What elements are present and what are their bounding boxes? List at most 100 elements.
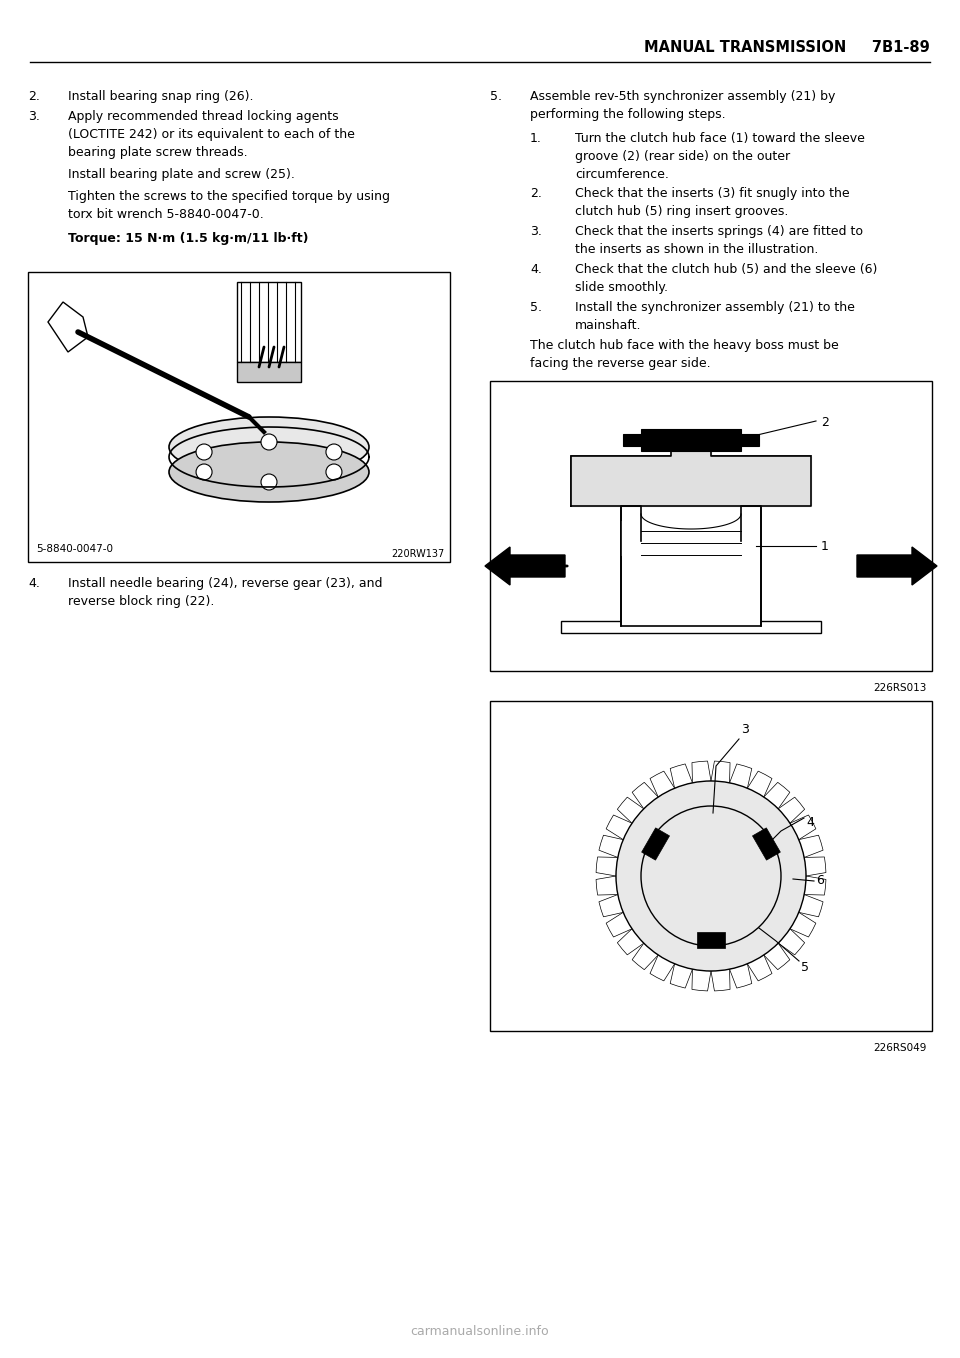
Text: 226RS049: 226RS049 <box>874 1043 927 1052</box>
Bar <box>676 436 706 456</box>
Polygon shape <box>606 913 632 937</box>
Circle shape <box>196 464 212 479</box>
Text: 5.: 5. <box>530 301 542 314</box>
Polygon shape <box>711 760 730 782</box>
Polygon shape <box>804 857 826 876</box>
Bar <box>641 429 741 451</box>
Polygon shape <box>779 929 804 955</box>
Bar <box>621 521 641 555</box>
Polygon shape <box>764 944 790 970</box>
Polygon shape <box>48 301 88 352</box>
Circle shape <box>616 781 806 971</box>
Polygon shape <box>650 771 675 797</box>
Bar <box>561 621 821 633</box>
Text: Install the synchronizer assembly (21) to the
mainshaft.: Install the synchronizer assembly (21) t… <box>575 301 854 331</box>
Text: 1.: 1. <box>530 132 541 145</box>
Polygon shape <box>747 955 772 980</box>
Text: 220RW137: 220RW137 <box>392 549 445 559</box>
Text: Check that the clutch hub (5) and the sleeve (6)
slide smoothly.: Check that the clutch hub (5) and the sl… <box>575 263 877 293</box>
Bar <box>490 382 932 671</box>
Text: Install bearing plate and screw (25).: Install bearing plate and screw (25). <box>68 168 295 181</box>
Polygon shape <box>799 895 823 917</box>
Bar <box>621 507 761 626</box>
Polygon shape <box>692 760 711 782</box>
Text: Install needle bearing (24), reverse gear (23), and
reverse block ring (22).: Install needle bearing (24), reverse gea… <box>68 577 382 608</box>
Polygon shape <box>670 765 692 788</box>
Polygon shape <box>692 970 711 991</box>
Bar <box>571 456 811 507</box>
Text: Check that the inserts springs (4) are fitted to
the inserts as shown in the ill: Check that the inserts springs (4) are f… <box>575 225 863 257</box>
Text: MANUAL TRANSMISSION     7B1-89: MANUAL TRANSMISSION 7B1-89 <box>644 39 930 56</box>
Polygon shape <box>730 765 752 788</box>
Polygon shape <box>596 857 618 876</box>
Text: The clutch hub face with the heavy boss must be
facing the reverse gear side.: The clutch hub face with the heavy boss … <box>530 340 839 369</box>
Text: 226RS013: 226RS013 <box>874 683 927 693</box>
Text: 2.: 2. <box>530 187 541 200</box>
FancyArrow shape <box>857 547 937 585</box>
Ellipse shape <box>169 441 369 502</box>
Text: 5.: 5. <box>490 90 502 103</box>
Circle shape <box>196 444 212 460</box>
Polygon shape <box>632 944 659 970</box>
Bar <box>490 701 932 1031</box>
Text: Apply recommended thread locking agents
(LOCTITE 242) or its equivalent to each : Apply recommended thread locking agents … <box>68 110 355 159</box>
Polygon shape <box>747 771 772 797</box>
Bar <box>237 282 301 363</box>
Text: carmanualsonline.info: carmanualsonline.info <box>411 1325 549 1338</box>
Bar <box>741 435 759 445</box>
Polygon shape <box>650 955 675 980</box>
Text: Turn the clutch hub face (1) toward the sleeve
groove (2) (rear side) on the out: Turn the clutch hub face (1) toward the … <box>575 132 865 181</box>
Text: 3.: 3. <box>28 110 40 124</box>
Text: 2: 2 <box>821 416 828 429</box>
FancyArrow shape <box>485 547 565 585</box>
Polygon shape <box>617 929 644 955</box>
Polygon shape <box>753 828 780 860</box>
Circle shape <box>653 818 769 934</box>
Bar <box>28 272 450 562</box>
Circle shape <box>664 828 758 923</box>
Text: 3.: 3. <box>530 225 541 238</box>
Text: 3: 3 <box>741 722 749 736</box>
Text: 5-8840-0047-0: 5-8840-0047-0 <box>36 545 113 554</box>
Circle shape <box>261 435 277 449</box>
Bar <box>237 363 301 382</box>
Polygon shape <box>599 835 623 857</box>
Text: Torque: 15 N·m (1.5 kg·m/11 lb·ft): Torque: 15 N·m (1.5 kg·m/11 lb·ft) <box>68 232 308 244</box>
Polygon shape <box>697 932 725 948</box>
Polygon shape <box>571 436 811 507</box>
Polygon shape <box>599 895 623 917</box>
Polygon shape <box>606 815 632 839</box>
Ellipse shape <box>169 417 369 477</box>
Text: 1: 1 <box>821 539 828 553</box>
Circle shape <box>326 444 342 460</box>
Circle shape <box>676 841 746 911</box>
Text: Check that the inserts (3) fit snugly into the
clutch hub (5) ring insert groove: Check that the inserts (3) fit snugly in… <box>575 187 850 219</box>
Polygon shape <box>764 782 790 809</box>
Polygon shape <box>632 782 659 809</box>
Bar <box>623 435 641 445</box>
Polygon shape <box>799 835 823 857</box>
Circle shape <box>261 474 277 490</box>
Polygon shape <box>804 876 826 895</box>
Polygon shape <box>779 797 804 823</box>
Polygon shape <box>641 828 669 860</box>
Text: 4.: 4. <box>28 577 40 589</box>
Polygon shape <box>711 970 730 991</box>
Text: 4: 4 <box>806 816 814 828</box>
Text: Assemble rev-5th synchronizer assembly (21) by
performing the following steps.: Assemble rev-5th synchronizer assembly (… <box>530 90 835 121</box>
Circle shape <box>641 807 781 947</box>
Polygon shape <box>596 876 618 895</box>
Polygon shape <box>790 815 816 839</box>
Text: 5: 5 <box>801 961 809 974</box>
Polygon shape <box>790 913 816 937</box>
Text: Install bearing snap ring (26).: Install bearing snap ring (26). <box>68 90 253 103</box>
Polygon shape <box>617 797 644 823</box>
Text: 4.: 4. <box>530 263 541 276</box>
Text: 6: 6 <box>816 875 824 888</box>
Text: Tighten the screws to the specified torque by using
torx bit wrench 5-8840-0047-: Tighten the screws to the specified torq… <box>68 190 390 221</box>
Polygon shape <box>670 964 692 989</box>
Text: 2.: 2. <box>28 90 40 103</box>
Polygon shape <box>730 964 752 989</box>
Circle shape <box>326 464 342 479</box>
